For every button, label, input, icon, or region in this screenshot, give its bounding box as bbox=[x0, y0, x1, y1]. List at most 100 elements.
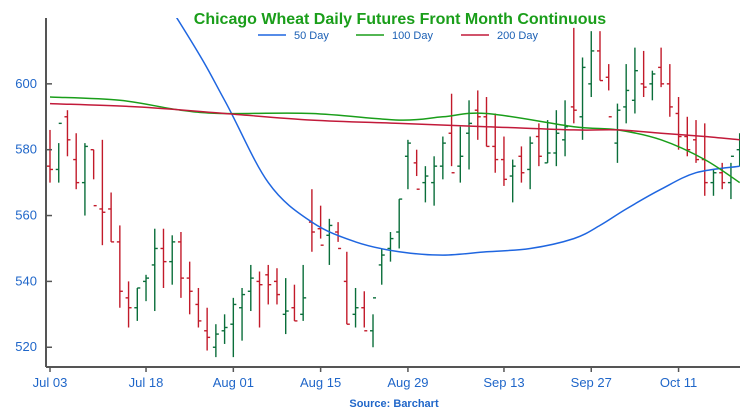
ohlc-bar bbox=[736, 133, 740, 167]
ohlc-bar bbox=[335, 222, 342, 250]
x-tick-label: Jul 03 bbox=[33, 375, 68, 390]
x-tick-label: Aug 01 bbox=[213, 375, 254, 390]
ohlc-bar bbox=[160, 228, 167, 288]
ohlc-bar bbox=[116, 225, 123, 308]
ohlc-bar bbox=[605, 64, 612, 118]
x-tick-label: Jul 18 bbox=[129, 375, 164, 390]
ohlc-bar bbox=[596, 31, 603, 82]
ma-line-50-day bbox=[175, 18, 740, 256]
ohlc-bar bbox=[282, 278, 289, 335]
ohlc-bar bbox=[265, 264, 272, 305]
ohlc-bar bbox=[256, 271, 263, 328]
ohlc-bar bbox=[230, 297, 237, 358]
legend-item-100-day: 100 Day bbox=[356, 30, 433, 42]
y-axis: 520 540 560 580 600 bbox=[15, 18, 52, 367]
moving-averages bbox=[49, 18, 740, 256]
ohlc-bar bbox=[562, 100, 569, 157]
ohlc-bar bbox=[553, 110, 560, 167]
x-tick-label: Aug 15 bbox=[300, 375, 341, 390]
ohlc-bar bbox=[273, 268, 280, 305]
ohlc-bar bbox=[623, 64, 630, 124]
ohlc-bar bbox=[47, 129, 53, 183]
ohlc-bar bbox=[535, 123, 542, 167]
source-label: Source: Barchart bbox=[349, 398, 439, 410]
legend-label-50-day: 50 Day bbox=[294, 30, 329, 42]
y-tick-label: 560 bbox=[15, 208, 37, 223]
ohlc-bar bbox=[64, 110, 71, 157]
ohlc-bar bbox=[125, 281, 132, 328]
legend: 50 Day 100 Day 200 Day bbox=[258, 30, 538, 42]
legend-label-100-day: 100 Day bbox=[392, 30, 433, 42]
ohlc-bar bbox=[518, 146, 525, 183]
ohlc-bar bbox=[614, 103, 621, 163]
x-tick-label: Sep 13 bbox=[483, 375, 524, 390]
price-bars bbox=[47, 27, 740, 358]
ohlc-bar bbox=[431, 156, 438, 206]
ohlc-bar bbox=[108, 192, 115, 243]
ohlc-bar bbox=[55, 122, 62, 183]
ohlc-bar bbox=[361, 291, 368, 332]
ohlc-bar bbox=[317, 205, 324, 246]
ohlc-bar bbox=[413, 149, 420, 190]
ohlc-bar bbox=[99, 139, 106, 246]
ohlc-bar bbox=[195, 287, 202, 328]
ohlc-bar bbox=[212, 324, 219, 358]
y-tick-label: 520 bbox=[15, 339, 37, 354]
ohlc-bar bbox=[396, 198, 403, 249]
ohlc-bar bbox=[239, 287, 246, 341]
ohlc-bar bbox=[710, 169, 717, 196]
ohlc-bar bbox=[300, 264, 307, 321]
ohlc-bar bbox=[588, 31, 595, 98]
ohlc-bar bbox=[719, 162, 726, 190]
y-tick-label: 580 bbox=[15, 142, 37, 157]
ohlc-bar bbox=[509, 159, 516, 203]
ohlc-bar bbox=[439, 136, 446, 180]
ohlc-bar bbox=[81, 143, 88, 216]
legend-item-200-day: 200 Day bbox=[461, 30, 538, 42]
ohlc-bar bbox=[90, 148, 97, 207]
ohlc-bar bbox=[527, 136, 534, 190]
ohlc-bar bbox=[684, 116, 691, 157]
ohlc-bar bbox=[204, 307, 211, 351]
plot-area bbox=[47, 18, 740, 358]
ohlc-bar bbox=[186, 261, 193, 315]
ohlc-bar bbox=[570, 27, 577, 124]
ohlc-bar bbox=[658, 47, 665, 88]
ohlc-bar bbox=[474, 90, 481, 140]
x-tick-label: Aug 29 bbox=[387, 375, 428, 390]
x-tick-label: Sep 27 bbox=[571, 375, 612, 390]
legend-label-200-day: 200 Day bbox=[497, 30, 538, 42]
ohlc-bar bbox=[326, 218, 333, 265]
ohlc-bar bbox=[370, 297, 377, 348]
ohlc-bar bbox=[151, 228, 158, 312]
y-tick-label: 540 bbox=[15, 273, 37, 288]
ohlc-bar bbox=[291, 284, 298, 322]
ohlc-bar bbox=[483, 97, 490, 148]
ohlc-bar bbox=[666, 64, 673, 117]
ohlc-bar bbox=[221, 314, 228, 344]
ohlc-bar bbox=[169, 235, 176, 285]
ohlc-bar bbox=[134, 287, 141, 321]
ohlc-bar bbox=[492, 113, 499, 173]
ohlc-bar bbox=[143, 274, 150, 302]
ohlc-bar bbox=[387, 232, 394, 262]
ohlc-bar bbox=[649, 70, 656, 101]
x-axis: Jul 03 Jul 18 Aug 01 Aug 15 Aug 29 Sep 13 Sep … bbox=[33, 366, 740, 390]
ohlc-bar bbox=[73, 133, 80, 190]
ohlc-bar bbox=[352, 287, 359, 328]
ma-line-100-day bbox=[49, 96, 740, 184]
ohlc-bar bbox=[466, 100, 473, 170]
ohlc-bar bbox=[177, 232, 184, 298]
ohlc-bar bbox=[544, 120, 551, 164]
ohlc-bar bbox=[448, 93, 455, 174]
ohlc-bar bbox=[631, 47, 638, 114]
ma-line-200-day bbox=[49, 102, 740, 141]
x-tick-label: Oct 11 bbox=[660, 375, 697, 390]
ohlc-bar bbox=[500, 136, 507, 186]
legend-item-50-day: 50 Day bbox=[258, 30, 329, 42]
ohlc-bar bbox=[378, 248, 385, 285]
ohlc-bar bbox=[343, 251, 350, 325]
ohlc-bar bbox=[579, 57, 586, 140]
ohlc-bar bbox=[727, 155, 734, 200]
ohlc-bar bbox=[247, 264, 254, 312]
